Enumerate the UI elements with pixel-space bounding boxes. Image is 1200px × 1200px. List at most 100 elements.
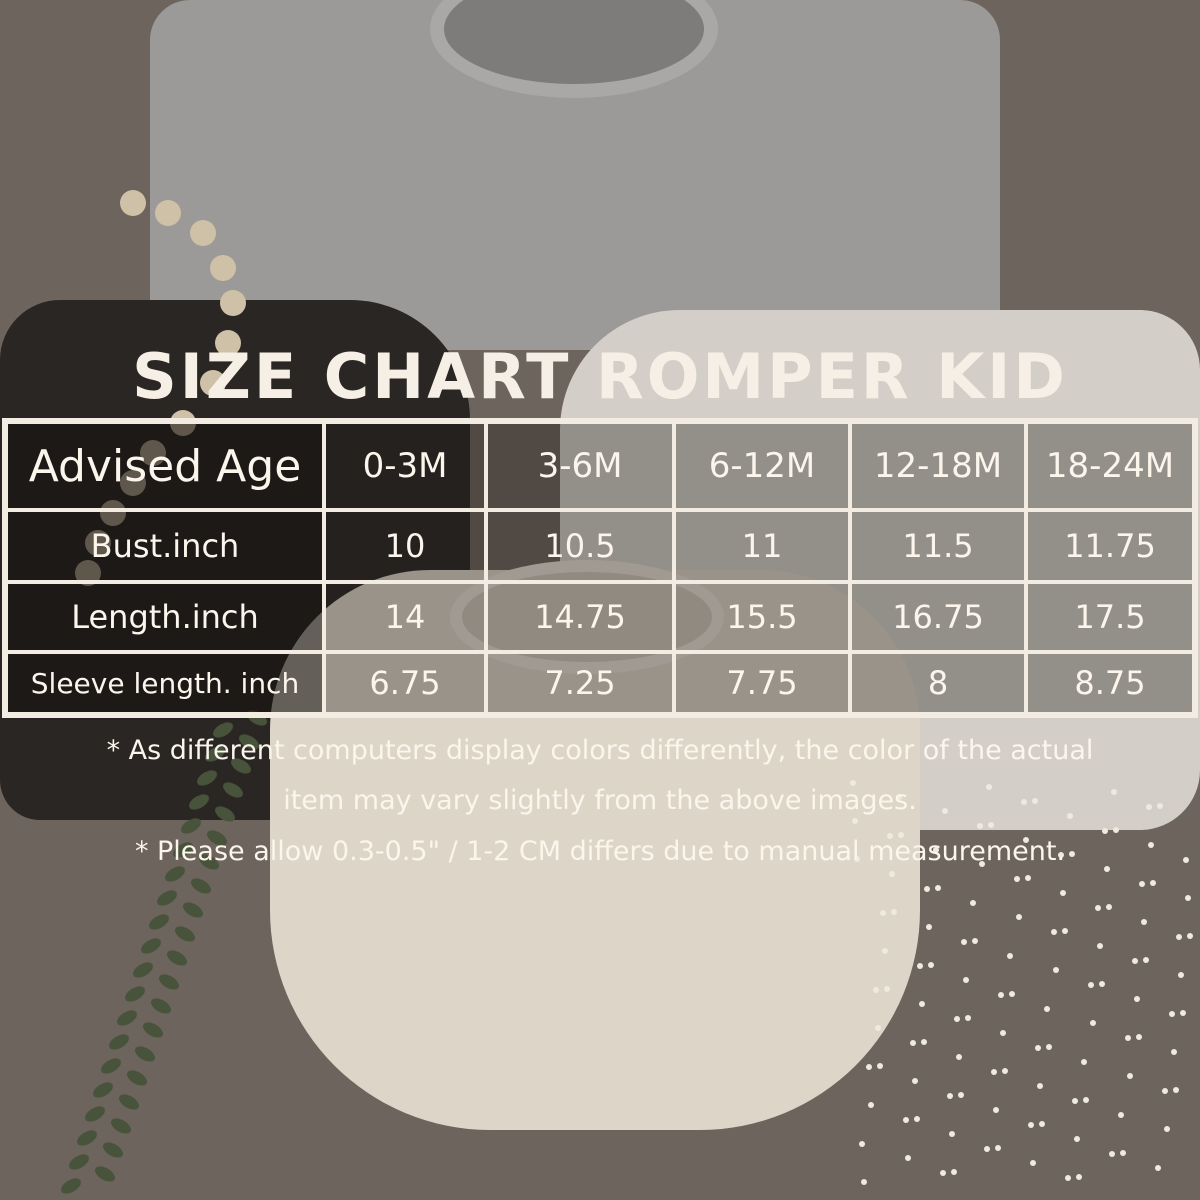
flower-icon [903,1117,909,1123]
flower-icon [898,832,904,838]
flower-icon [986,784,992,790]
flower-icon [1062,928,1068,934]
bead-icon [215,330,241,356]
leaf-icon [154,887,180,909]
leaf-icon [114,1007,140,1029]
leaf-icon [108,1115,134,1137]
flower-icon [873,987,879,993]
flower-icon [1074,1136,1080,1142]
flower-icon [1021,799,1027,805]
flower-icon [1176,934,1182,940]
flower-icon [1148,842,1154,848]
leaf-icon [98,1055,124,1077]
flower-icon [1081,1059,1087,1065]
leaf-icon [180,899,206,921]
flower-icon [926,924,932,930]
flower-icon [1125,1035,1131,1041]
bead-icon [190,220,216,246]
row-label-sleeve: Sleeve length. inch [6,652,324,714]
leaf-icon [148,995,174,1017]
flower-icon [998,992,1004,998]
flower-icon [1111,789,1117,795]
flower-icon [1118,1112,1124,1118]
header-size: 0-3M [324,422,486,510]
flower-icon [859,1141,865,1147]
header-size: 18-24M [1026,422,1194,510]
table-cell: 16.75 [850,582,1026,652]
flower-icon [896,794,902,800]
flower-icon [866,1064,872,1070]
flower-icon [1016,914,1022,920]
flower-icon [1178,972,1184,978]
flower-icon [924,886,930,892]
flower-icon [1113,827,1119,833]
flower-icon [880,910,886,916]
bead-icon [210,255,236,281]
flower-icon [958,1092,964,1098]
flower-icon [1132,958,1138,964]
table-cell: 8.75 [1026,652,1194,714]
flower-icon [877,1063,883,1069]
bead-icon [200,370,226,396]
leaf-icon [132,1043,158,1065]
flower-icon [1183,857,1189,863]
header-size: 12-18M [850,422,1026,510]
flower-icon [1053,967,1059,973]
flower-icon [1076,1174,1082,1180]
leaf-icon [140,1019,166,1041]
flower-icon [1134,996,1140,1002]
measurement-disclaimer: * Please allow 0.3-0.5" / 1-2 CM differs… [134,836,1066,867]
flower-icon [1171,1049,1177,1055]
flower-icon [1058,852,1064,858]
flower-icon [988,822,994,828]
flower-icon [935,885,941,891]
flower-icon [1023,837,1029,843]
flower-icon [891,909,897,915]
flower-icon [951,1169,957,1175]
flower-icon [1039,1121,1045,1127]
leaf-icon [164,947,190,969]
flower-icon [1102,828,1108,834]
flower-icon [1072,1098,1078,1104]
flower-icon [1155,1165,1161,1171]
leaf-icon [146,911,172,933]
flower-icon [1065,1175,1071,1181]
flower-icon [1109,1151,1115,1157]
flower-icon [1009,991,1015,997]
table-cell: 6.75 [324,652,486,714]
leaf-icon [156,971,182,993]
row-label-length: Length.inch [6,582,324,652]
color-disclaimer-line-1: * As different computers display colors … [106,735,1094,766]
flower-icon [970,900,976,906]
leaf-icon [58,1175,84,1197]
flower-icon [1046,1044,1052,1050]
flower-icon [910,1040,916,1046]
leaf-icon [92,1163,118,1185]
flower-icon [1095,905,1101,911]
flower-icon [1173,1087,1179,1093]
flower-icon [1035,1045,1041,1051]
flower-icon [961,939,967,945]
flower-icon [1180,1010,1186,1016]
bead-icon [220,290,246,316]
flower-icon [1127,1073,1133,1079]
flower-icon [1099,981,1105,987]
header-size: 3-6M [486,422,674,510]
flower-icon [914,1116,920,1122]
flower-icon [1007,953,1013,959]
flower-icon [884,986,890,992]
flower-icon [1139,881,1145,887]
bead-icon [120,190,146,216]
flower-icon [1037,1083,1043,1089]
leaf-icon [90,1079,116,1101]
flower-icon [850,780,856,786]
table-cell: 7.25 [486,652,674,714]
leaf-icon [82,1103,108,1125]
leaf-icon [122,983,148,1005]
flower-icon [1083,1097,1089,1103]
flower-icon [1157,803,1163,809]
flower-icon [1014,876,1020,882]
flower-icon [928,962,934,968]
flower-icon [1104,866,1110,872]
